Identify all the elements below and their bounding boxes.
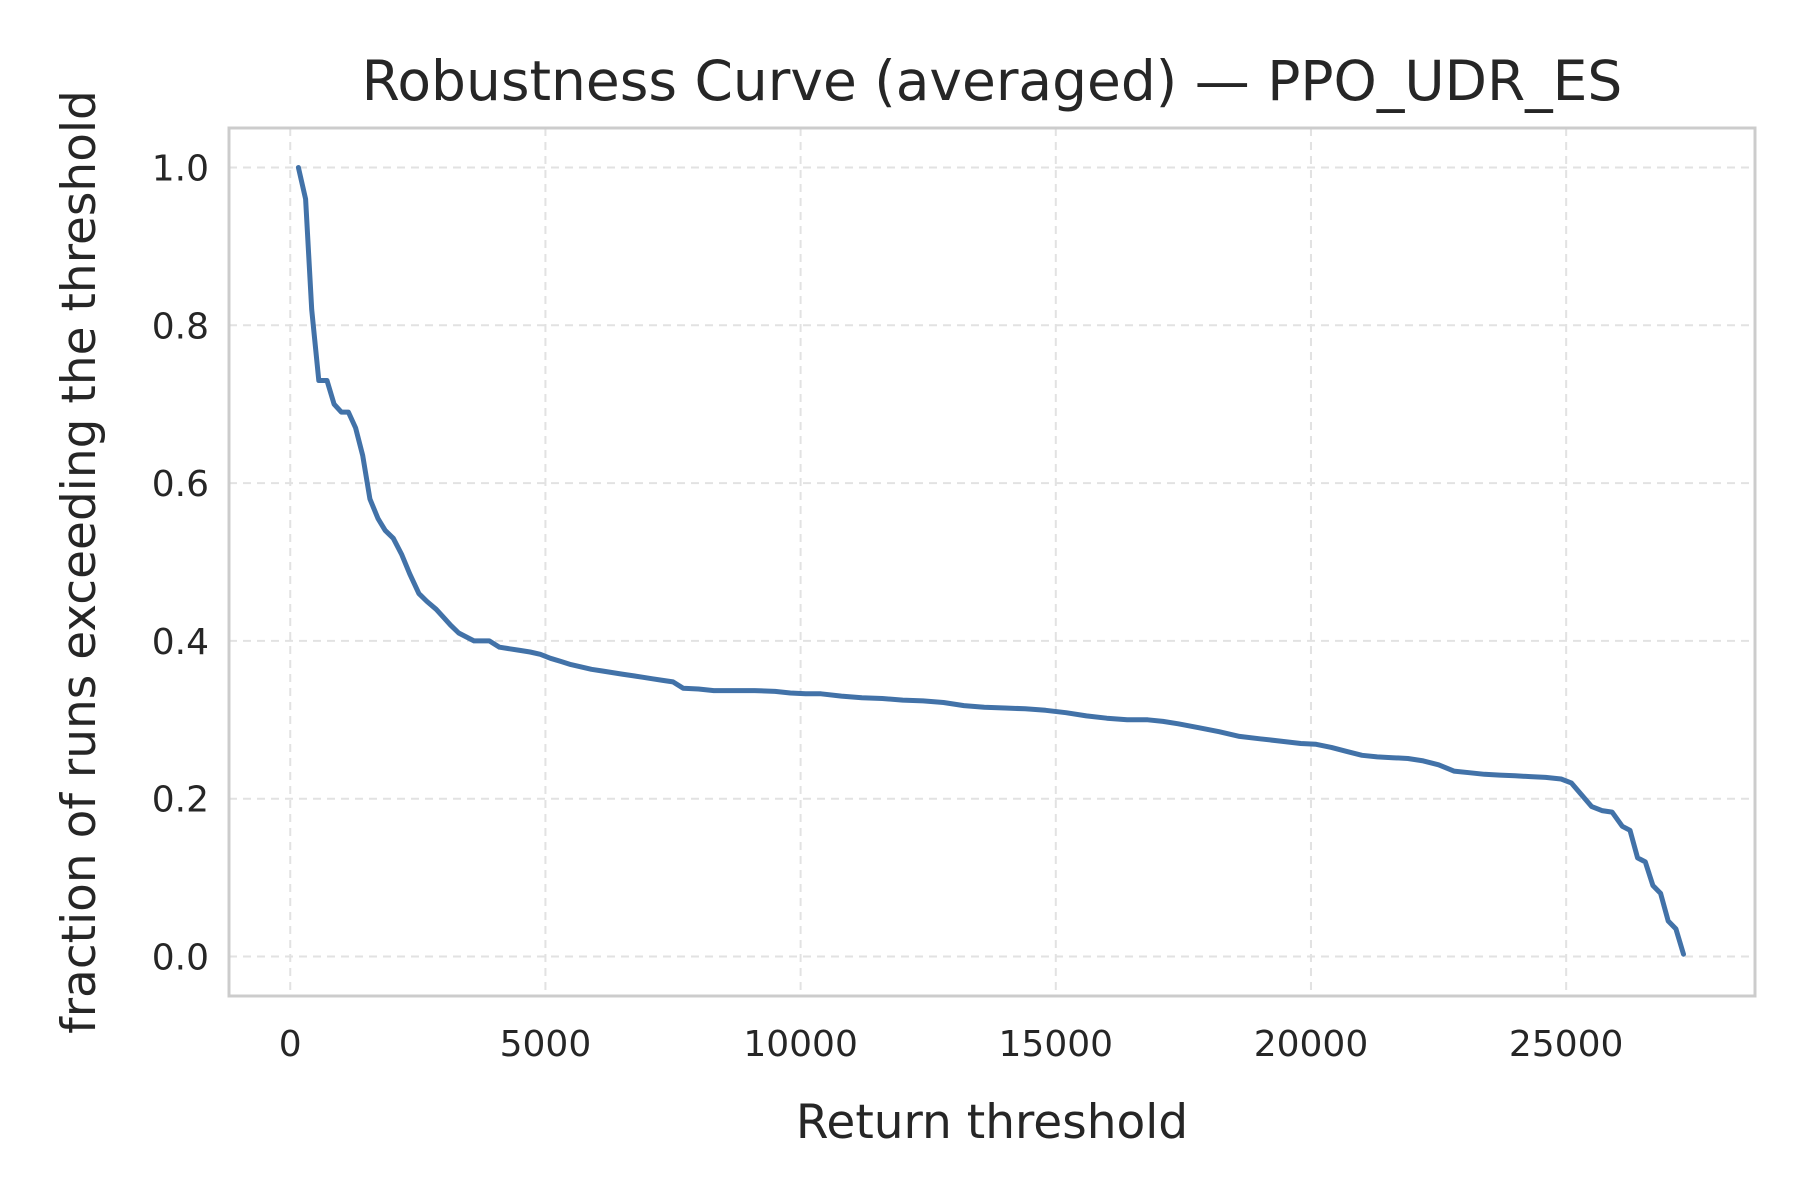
x-axis-label: Return threshold <box>796 1095 1188 1150</box>
x-tick-label: 10000 <box>743 1024 858 1065</box>
y-tick-label: 0.0 <box>152 938 209 979</box>
grid <box>229 128 1755 996</box>
robustness-curve-line <box>295 165 1686 957</box>
y-tick-label: 0.2 <box>152 780 209 821</box>
x-axis-ticks: 0 5000 10000 15000 20000 25000 <box>279 1024 1624 1065</box>
y-axis-ticks: 0.0 0.2 0.4 0.6 0.8 1.0 <box>152 148 209 978</box>
chart-title: Robustness Curve (averaged) — PPO_UDR_ES <box>362 49 1623 113</box>
x-tick-label: 20000 <box>1254 1024 1369 1065</box>
y-tick-label: 0.8 <box>152 306 209 347</box>
y-axis-label: fraction of runs exceeding the threshold <box>52 90 107 1034</box>
y-tick-label: 0.6 <box>152 464 209 505</box>
series-layer <box>295 165 1686 957</box>
y-tick-label: 0.4 <box>152 622 209 663</box>
x-tick-label: 15000 <box>999 1024 1114 1065</box>
plot-frame <box>227 126 1757 998</box>
x-tick-label: 5000 <box>500 1024 592 1065</box>
x-tick-label: 0 <box>279 1024 302 1065</box>
y-tick-label: 1.0 <box>152 148 209 189</box>
x-tick-label: 25000 <box>1509 1024 1624 1065</box>
